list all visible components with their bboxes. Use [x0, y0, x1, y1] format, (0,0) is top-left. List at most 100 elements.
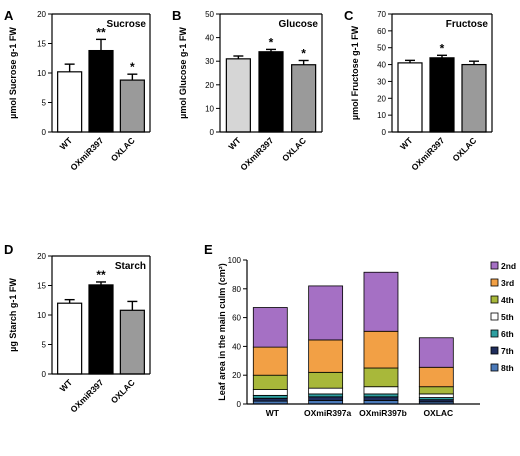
bar-oxlac	[291, 64, 317, 133]
y-tick-label: 10	[37, 311, 46, 320]
y-tick-label: 60	[377, 27, 386, 36]
stack-segment-5th	[252, 389, 288, 396]
stack-segment-5th	[363, 386, 399, 395]
legend-swatch-3rd	[490, 278, 499, 287]
panel-c: C Fructose 0 10 20 30 40 50 60 70 µmol Fructose g-…	[344, 8, 493, 172]
panel-letter: B	[172, 8, 181, 23]
stack-segment-7th	[363, 396, 399, 401]
bar-oxmir397	[429, 57, 455, 133]
panel-b: B Glucose 0 10 20 30 40 50 µmol Glucose g-1 FW WT…	[172, 8, 323, 172]
y-tick-label: 40	[205, 34, 214, 43]
y-tick-label: 30	[377, 77, 386, 86]
category-label: WT	[58, 377, 75, 394]
stack-segment-6th	[363, 393, 399, 398]
stack-segment-6th	[252, 394, 288, 399]
significance-mark: **	[96, 25, 106, 39]
y-tick-label: 30	[205, 57, 214, 66]
y-axis-label: µmol Glucose g-1 FW	[178, 27, 188, 119]
legend-label: 7th	[501, 346, 514, 356]
y-tick-label: 20	[37, 10, 46, 19]
panel-title: Sucrose	[107, 19, 147, 30]
legend-swatch-8th	[490, 363, 499, 372]
stack-segment-5th	[418, 393, 454, 398]
category-label: WT	[58, 135, 75, 152]
category-label: OXmiR397b	[359, 408, 407, 418]
bar-wt	[225, 58, 251, 133]
legend-label: 8th	[501, 363, 514, 373]
stack-segment-3rd	[363, 330, 399, 369]
category-label: OXmiR397	[68, 377, 105, 414]
stack-segment-7th	[252, 397, 288, 402]
bar-oxlac	[119, 309, 145, 375]
bar-oxmir397	[258, 51, 284, 133]
y-tick-label: 0	[382, 128, 387, 137]
y-tick-label: 40	[377, 61, 386, 70]
significance-mark: **	[96, 268, 106, 282]
panel-a: A Sucrose 0 5 10 15 20 µmol Sucrose g-1 FW WT ** O…	[4, 8, 151, 172]
bar-oxmir397	[88, 284, 114, 375]
legend-swatch-4th	[490, 295, 499, 304]
bar-wt	[57, 71, 83, 133]
y-tick-label: 20	[37, 252, 46, 261]
significance-mark: *	[269, 35, 274, 49]
y-axis-label: Leaf area in the main culm (cm²)	[217, 263, 227, 401]
category-label: OXLAC	[280, 135, 308, 163]
stack-segment-6th	[308, 393, 344, 398]
legend-label: 6th	[501, 329, 514, 339]
panel-title: Starch	[115, 261, 146, 272]
stack-segment-3rd	[252, 346, 288, 376]
category-label: OXmiR397a	[304, 408, 352, 418]
stack-segment-4th	[308, 371, 344, 389]
legend-swatch-6th	[490, 329, 499, 338]
stack-segment-3rd	[308, 339, 344, 373]
legend-label: 3rd	[501, 278, 514, 288]
significance-mark: *	[440, 41, 445, 55]
stack-segment-2nd	[363, 271, 399, 332]
panel-letter: D	[4, 242, 13, 257]
panel-letter: A	[4, 8, 14, 23]
stack-segment-5th	[308, 387, 344, 395]
category-label: WT	[266, 408, 280, 418]
legend-swatch-2nd	[490, 261, 499, 270]
y-tick-label: 100	[228, 256, 242, 265]
bar-oxmir397	[88, 49, 114, 133]
category-label: OXmiR397	[238, 135, 275, 172]
stack-segment-3rd	[418, 366, 454, 388]
category-label: WT	[226, 135, 243, 152]
category-label: OXLAC	[109, 135, 137, 163]
panel-letter: E	[204, 242, 213, 257]
panel-d: D Starch 0 5 10 15 20 µg Starch g-1 FW WT ** OXmiR…	[4, 242, 151, 414]
y-tick-label: 50	[377, 44, 386, 53]
category-label: OXmiR397	[68, 135, 105, 172]
stack-segment-2nd	[418, 337, 454, 368]
y-tick-label: 20	[377, 94, 386, 103]
category-label: OXmiR397	[409, 135, 446, 172]
y-tick-label: 10	[37, 69, 46, 78]
category-label: WT	[398, 135, 415, 152]
y-tick-label: 80	[232, 285, 241, 294]
panel-title: Glucose	[279, 19, 319, 30]
y-tick-label: 10	[205, 104, 214, 113]
legend-swatch-5th	[490, 312, 499, 321]
y-tick-label: 50	[205, 10, 214, 19]
stack-segment-4th	[363, 367, 399, 388]
bar-wt	[57, 302, 83, 375]
y-tick-label: 15	[37, 40, 46, 49]
legend-swatch-7th	[490, 346, 499, 355]
y-tick-label: 10	[377, 111, 386, 120]
y-tick-label: 60	[232, 314, 241, 323]
category-label: OXLAC	[109, 377, 137, 405]
y-axis-label: µmol Sucrose g-1 FW	[8, 27, 18, 119]
bar-oxlac	[461, 63, 487, 133]
y-tick-label: 15	[37, 282, 46, 291]
stack-segment-7th	[308, 396, 344, 401]
stack-segment-4th	[418, 386, 454, 395]
y-axis-label: µg Starch g-1 FW	[8, 278, 18, 352]
y-tick-label: 0	[42, 128, 47, 137]
category-label: OXLAC	[423, 408, 453, 418]
y-tick-label: 0	[237, 400, 242, 409]
bar-wt	[397, 62, 423, 133]
panel-letter: C	[344, 8, 354, 23]
